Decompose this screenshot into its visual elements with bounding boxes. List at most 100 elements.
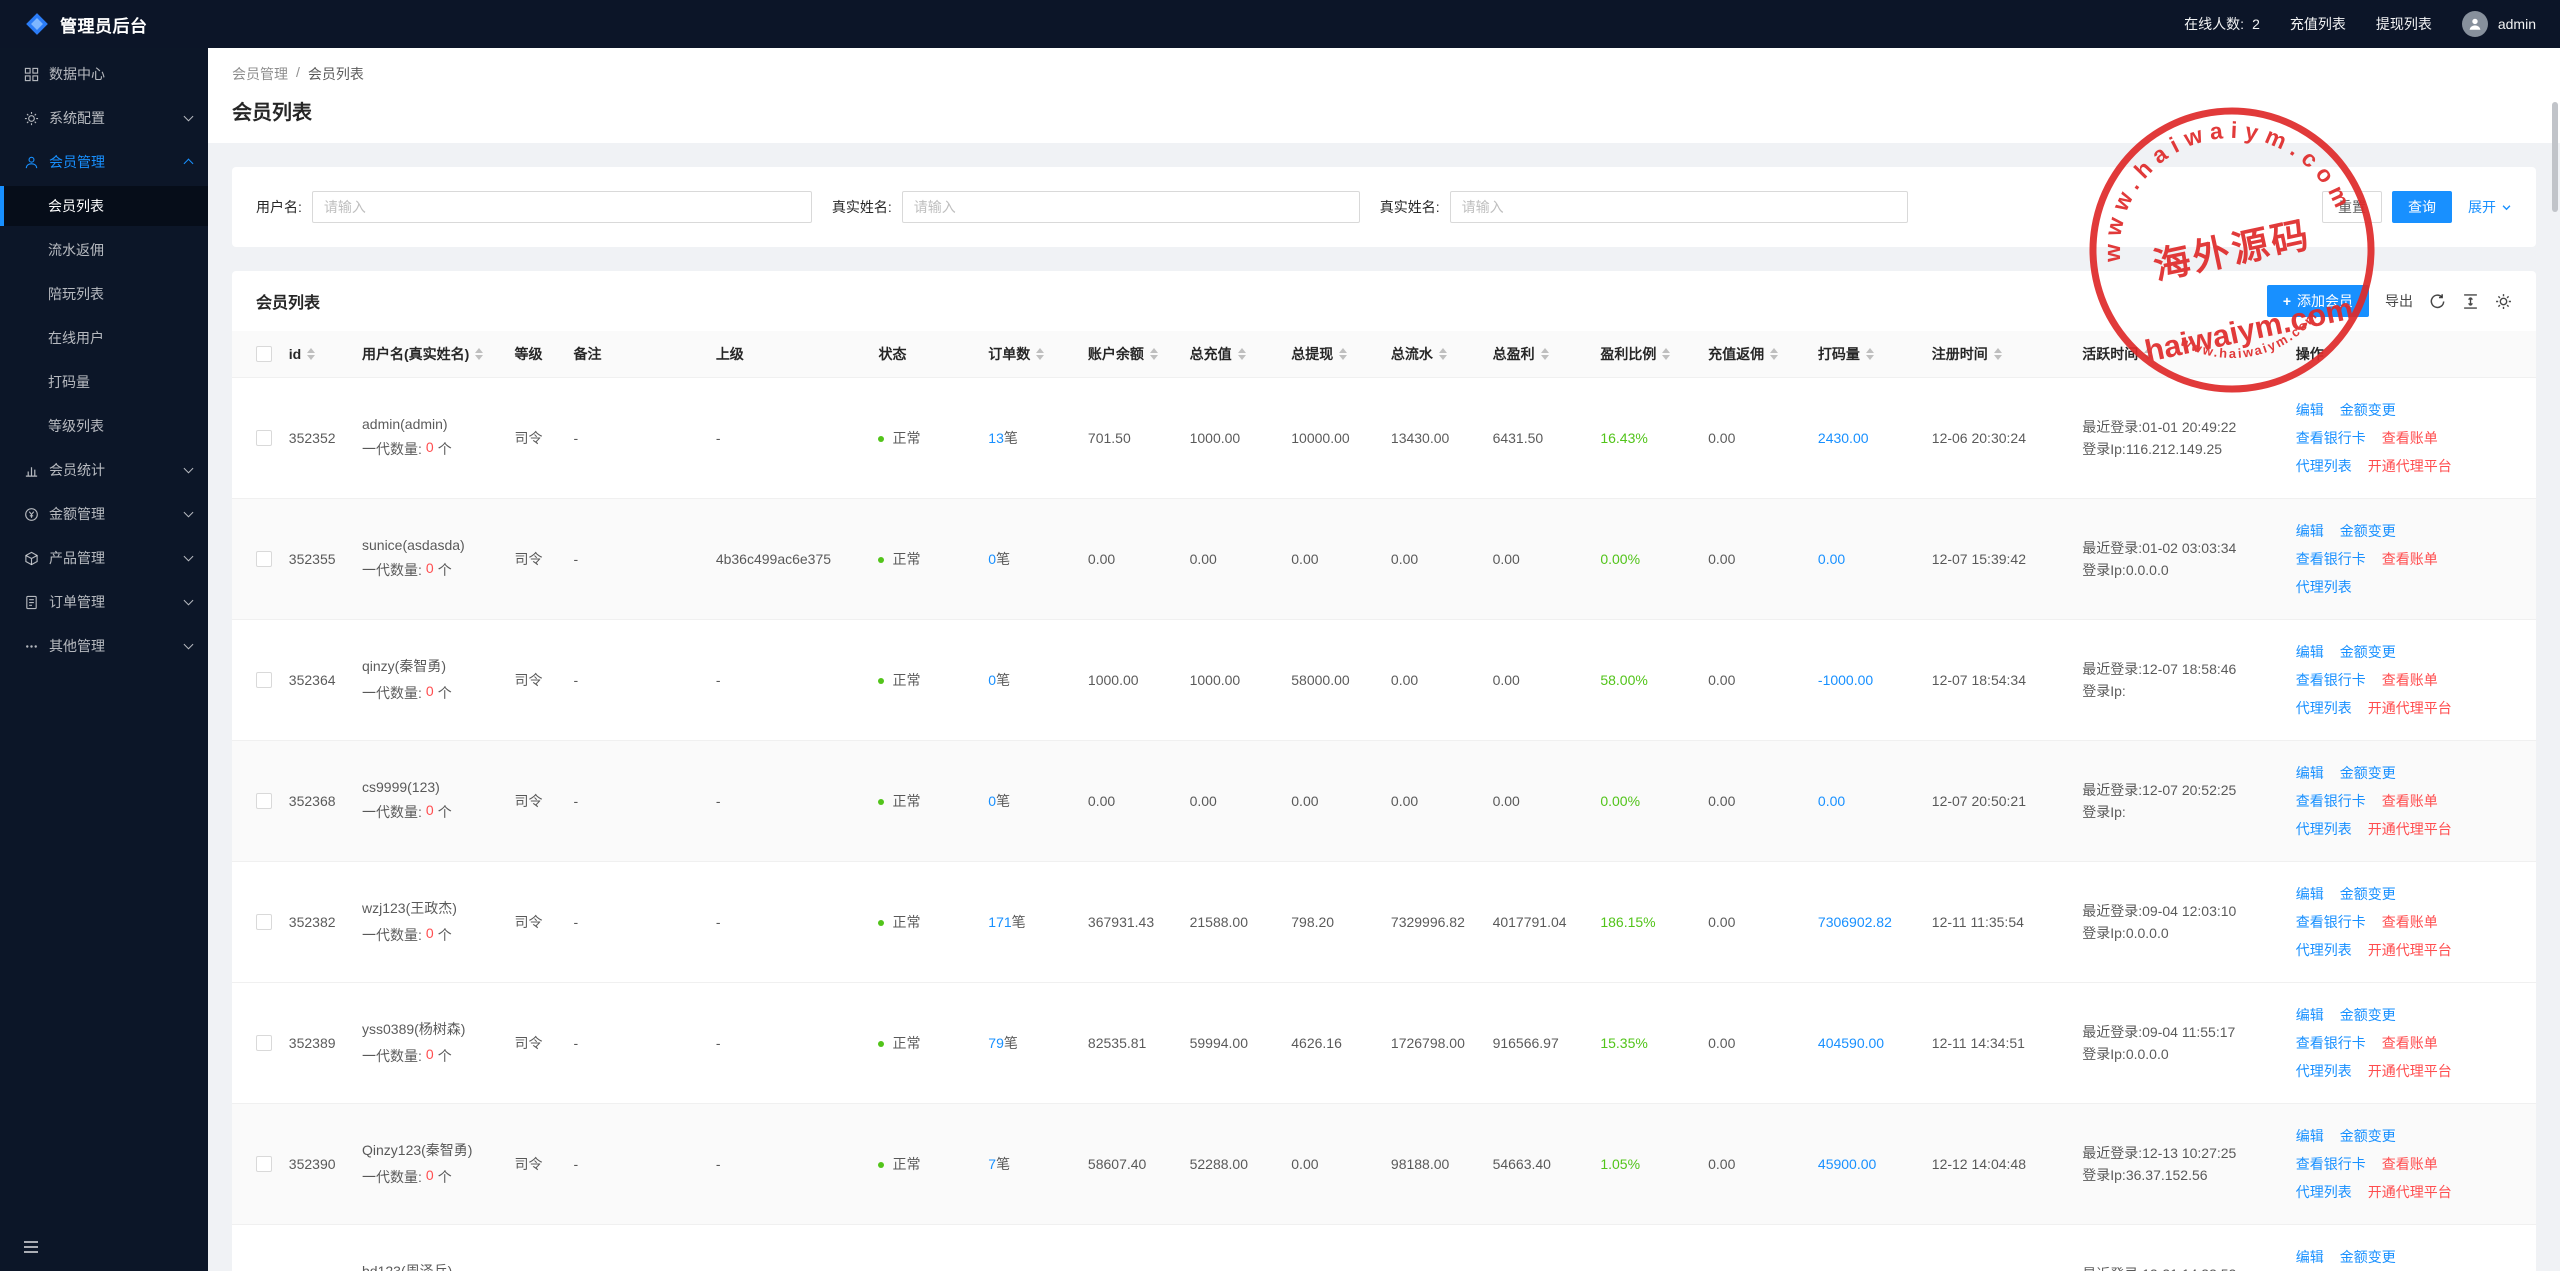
- export-button[interactable]: 导出: [2385, 293, 2413, 309]
- action-link[interactable]: 金额变更: [2339, 1127, 2396, 1144]
- row-checkbox[interactable]: [256, 793, 272, 810]
- action-link[interactable]: 开通代理平台: [2367, 941, 2452, 958]
- sidebar-item-amount-management[interactable]: 金额管理: [0, 494, 208, 534]
- cell-level: 司令: [506, 498, 566, 620]
- column-header[interactable]: 充值返佣: [1700, 331, 1810, 378]
- sidebar-subitem-level-list[interactable]: 等级列表: [0, 406, 208, 446]
- action-link[interactable]: 开通代理平台: [2367, 699, 2452, 716]
- action-link[interactable]: 查看银行卡: [2295, 429, 2366, 446]
- realname-input-2[interactable]: [1449, 191, 1908, 223]
- search-button[interactable]: 查询: [2392, 191, 2452, 223]
- action-link[interactable]: 金额变更: [2339, 522, 2396, 539]
- action-link[interactable]: 查看账单: [2381, 792, 2438, 809]
- action-link[interactable]: 开通代理平台: [2367, 457, 2452, 474]
- sidebar-item-member-management[interactable]: 会员管理: [0, 142, 208, 182]
- action-link[interactable]: 金额变更: [2339, 1006, 2396, 1023]
- row-checkbox[interactable]: [256, 1156, 272, 1173]
- withdraw-list-link[interactable]: 提现列表: [2375, 16, 2432, 32]
- recharge-list-link[interactable]: 充值列表: [2289, 16, 2346, 32]
- sidebar-item-product-management[interactable]: 产品管理: [0, 538, 208, 578]
- column-header[interactable]: 总充值: [1181, 331, 1284, 378]
- action-link[interactable]: 编辑: [2295, 1006, 2324, 1023]
- sidebar-subitem-companion-list[interactable]: 陪玩列表: [0, 274, 208, 314]
- sidebar-item-order-management[interactable]: 订单管理: [0, 582, 208, 622]
- sidebar-item-system-config[interactable]: 系统配置: [0, 98, 208, 138]
- column-height-icon[interactable]: [2462, 293, 2479, 310]
- action-link[interactable]: 开通代理平台: [2367, 820, 2452, 837]
- action-link[interactable]: 查看银行卡: [2295, 913, 2366, 930]
- column-header[interactable]: 用户名(真实姓名): [354, 331, 507, 378]
- action-link[interactable]: 查看银行卡: [2295, 792, 2366, 809]
- settings-icon[interactable]: [2495, 293, 2512, 310]
- reload-icon[interactable]: [2429, 293, 2446, 310]
- action-link[interactable]: 查看银行卡: [2295, 1155, 2366, 1172]
- action-link[interactable]: 查看账单: [2381, 429, 2438, 446]
- username-input[interactable]: [311, 191, 812, 223]
- sidebar-subitem-dama[interactable]: 打码量: [0, 362, 208, 402]
- action-link[interactable]: 查看账单: [2381, 671, 2438, 688]
- action-link[interactable]: 编辑: [2295, 885, 2324, 902]
- action-link[interactable]: 查看银行卡: [2295, 671, 2366, 688]
- row-checkbox[interactable]: [256, 430, 272, 447]
- row-checkbox[interactable]: [256, 1035, 272, 1052]
- sidebar-item-data-center[interactable]: 数据中心: [0, 54, 208, 94]
- action-link[interactable]: 金额变更: [2339, 401, 2396, 418]
- action-link[interactable]: 代理列表: [2295, 1062, 2352, 1079]
- expand-toggle[interactable]: 展开: [2468, 197, 2512, 217]
- action-link[interactable]: 编辑: [2295, 401, 2324, 418]
- action-link[interactable]: 代理列表: [2295, 941, 2352, 958]
- sidebar-subitem-member-list[interactable]: 会员列表: [0, 186, 208, 226]
- action-link[interactable]: 编辑: [2295, 764, 2324, 781]
- action-link[interactable]: 查看账单: [2381, 1034, 2438, 1051]
- column-header[interactable]: 总提现: [1283, 331, 1383, 378]
- action-link[interactable]: 查看银行卡: [2295, 1034, 2366, 1051]
- column-header[interactable]: 注册时间: [1923, 331, 2075, 378]
- column-header[interactable]: 账户余额: [1079, 331, 1182, 378]
- action-link[interactable]: 编辑: [2295, 643, 2324, 660]
- add-member-button[interactable]: + 添加会员: [2266, 285, 2369, 317]
- action-link[interactable]: 开通代理平台: [2367, 1062, 2452, 1079]
- column-header[interactable]: id: [280, 331, 354, 378]
- action-link[interactable]: 查看银行卡: [2295, 550, 2366, 567]
- row-checkbox[interactable]: [256, 914, 272, 931]
- sidebar-subitem-online-users[interactable]: 在线用户: [0, 318, 208, 358]
- action-link[interactable]: 金额变更: [2339, 643, 2396, 660]
- username-text[interactable]: admin: [2497, 16, 2536, 32]
- reset-button[interactable]: 重置: [2322, 191, 2382, 223]
- realname-input-1[interactable]: [901, 191, 1360, 223]
- column-header[interactable]: 活跃时间: [2074, 331, 2288, 378]
- action-link[interactable]: 编辑: [2295, 1127, 2324, 1144]
- column-header[interactable]: 盈利比例: [1592, 331, 1701, 378]
- column-header[interactable]: 订单数: [980, 331, 1080, 378]
- column-header[interactable]: 总流水: [1382, 331, 1485, 378]
- column-header[interactable]: 总盈利: [1484, 331, 1593, 378]
- sidebar-subitem-flow-rebate[interactable]: 流水返佣: [0, 230, 208, 270]
- cell-level: 司令: [506, 861, 566, 983]
- action-link[interactable]: 开通代理平台: [2367, 1183, 2452, 1200]
- action-link[interactable]: 金额变更: [2339, 885, 2396, 902]
- breadcrumb-member-management[interactable]: 会员管理: [232, 66, 288, 82]
- action-link[interactable]: 金额变更: [2339, 764, 2396, 781]
- action-link[interactable]: 查看账单: [2381, 1155, 2438, 1172]
- action-link[interactable]: 查看账单: [2381, 913, 2438, 930]
- cell-level: 司令: [506, 740, 566, 862]
- action-link[interactable]: 编辑: [2295, 522, 2324, 539]
- menu-fold-icon[interactable]: [0, 1223, 208, 1271]
- row-checkbox[interactable]: [256, 551, 272, 568]
- action-link[interactable]: 查看账单: [2381, 550, 2438, 567]
- action-link[interactable]: 代理列表: [2295, 699, 2352, 716]
- action-link[interactable]: 代理列表: [2295, 820, 2352, 837]
- action-link[interactable]: 编辑: [2295, 1248, 2324, 1265]
- select-all-checkbox[interactable]: [256, 346, 272, 363]
- action-link[interactable]: 代理列表: [2295, 1183, 2352, 1200]
- action-link[interactable]: 金额变更: [2339, 1248, 2396, 1265]
- action-link[interactable]: 代理列表: [2295, 457, 2352, 474]
- sidebar-item-other-management[interactable]: 其他管理: [0, 626, 208, 666]
- row-checkbox[interactable]: [256, 672, 272, 689]
- column-header[interactable]: 打码量: [1809, 331, 1924, 378]
- user-menu[interactable]: admin: [2461, 11, 2536, 37]
- sidebar-item-member-stats[interactable]: 会员统计: [0, 450, 208, 490]
- vertical-scrollbar-thumb[interactable]: [2552, 102, 2558, 212]
- avatar[interactable]: [2461, 11, 2488, 37]
- action-link[interactable]: 代理列表: [2295, 578, 2352, 595]
